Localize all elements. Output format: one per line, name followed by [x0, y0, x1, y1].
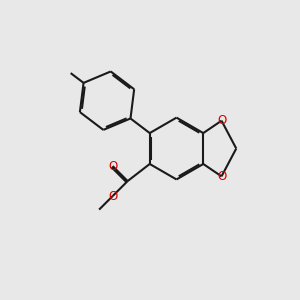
- Text: O: O: [108, 190, 117, 202]
- Text: O: O: [108, 160, 117, 172]
- Text: O: O: [217, 114, 226, 127]
- Text: O: O: [217, 170, 226, 183]
